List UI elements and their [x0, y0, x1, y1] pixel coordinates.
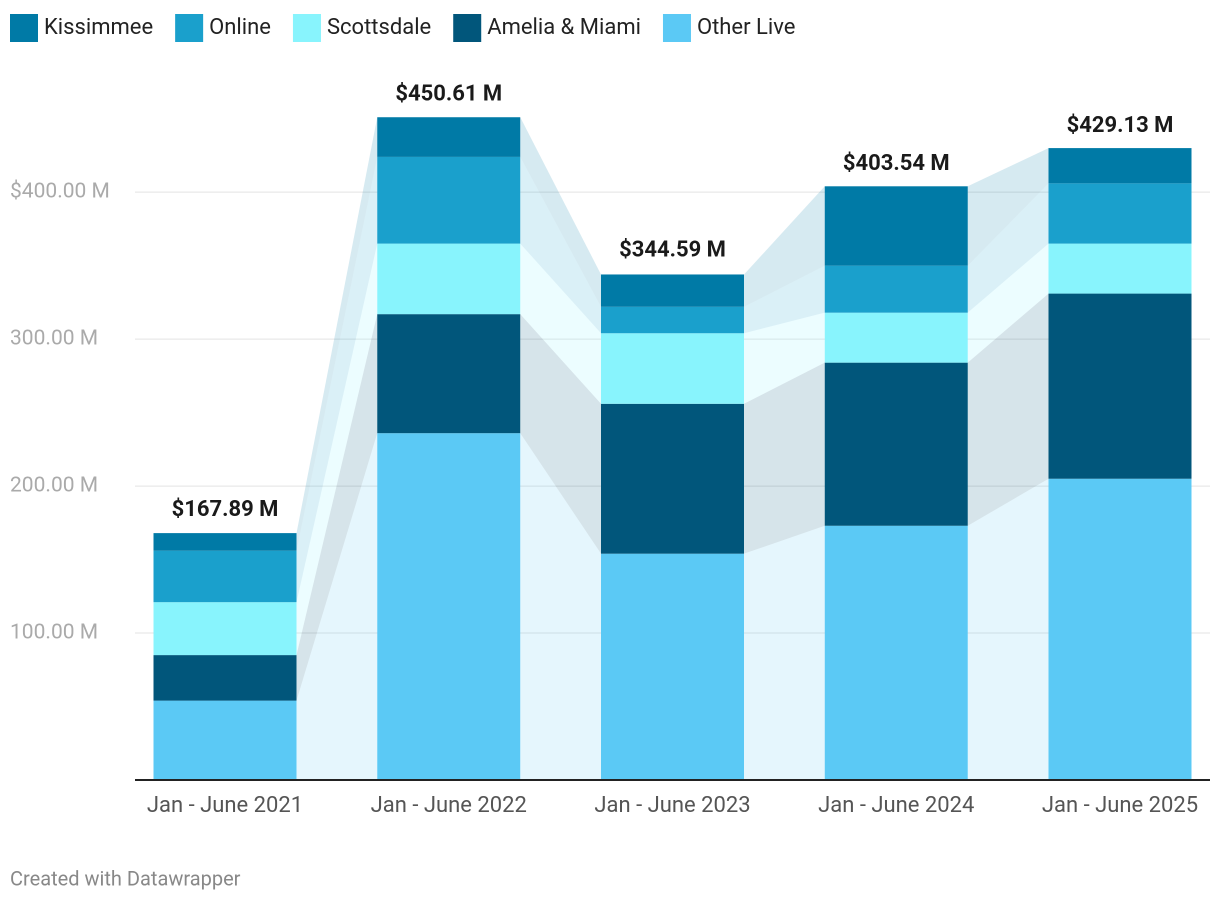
x-tick-label: Jan - June 2021 — [147, 793, 303, 818]
legend-label: Other Live — [697, 15, 795, 40]
bar-segment — [824, 186, 968, 266]
total-label: $429.13 M — [1067, 113, 1174, 138]
flow-band — [744, 525, 825, 780]
bar-segment — [1048, 293, 1192, 479]
y-tick-label: 100.00 M — [10, 621, 98, 645]
footer: Created with Datawrapper — [10, 866, 241, 890]
flow-band — [520, 156, 601, 334]
flow-band — [744, 362, 825, 554]
bar-segment — [1048, 183, 1192, 244]
bar-segment — [1048, 243, 1192, 294]
flow-band — [967, 243, 1049, 363]
bar-segment — [153, 550, 297, 603]
bar-segment — [1048, 148, 1192, 184]
bar-segment — [1048, 478, 1192, 780]
flow-band — [296, 243, 378, 656]
flow-band — [520, 314, 601, 554]
bar-segment — [824, 265, 968, 313]
flow-band — [296, 433, 378, 780]
bar-segment — [601, 306, 744, 334]
legend-label: Scottsdale — [327, 15, 431, 40]
bar-segment — [601, 403, 744, 554]
bar-segment — [153, 655, 297, 701]
legend-swatch — [662, 14, 691, 42]
bar-segment — [377, 243, 521, 315]
legend-swatch — [292, 14, 321, 42]
flow-band — [520, 117, 601, 307]
total-label: $344.59 M — [619, 237, 726, 262]
flow-band — [967, 293, 1049, 526]
bar-segment — [824, 525, 968, 780]
flow-band — [296, 314, 378, 701]
x-tick-label: Jan - June 2024 — [818, 793, 974, 818]
x-tick-label: Jan - June 2022 — [371, 793, 527, 818]
bar-segment — [153, 533, 297, 551]
bar-segment — [153, 700, 297, 780]
bar-segment — [601, 274, 744, 307]
flow-band — [967, 183, 1049, 313]
x-tick-label: Jan - June 2025 — [1042, 793, 1198, 818]
flow-band — [967, 478, 1049, 780]
bar-segment — [377, 156, 521, 244]
bar-segment — [601, 333, 744, 404]
legend-swatch — [175, 14, 204, 42]
y-tick-label: $400.00 M — [10, 180, 110, 204]
bar-segment — [824, 362, 968, 526]
flow-band — [744, 186, 825, 307]
bar-segment — [377, 433, 521, 780]
flow-band — [967, 148, 1049, 266]
legend-label: Amelia & Miami — [487, 15, 641, 40]
bar-segment — [153, 602, 297, 656]
flow-band — [744, 312, 825, 404]
flow-band — [296, 156, 378, 603]
bar-segment — [377, 117, 521, 157]
flow-band — [744, 265, 825, 334]
y-tick-label: 200.00 M — [10, 474, 98, 498]
legend-swatch — [10, 14, 38, 42]
legend-label: Online — [209, 15, 271, 40]
flow-band — [296, 117, 378, 551]
y-tick-label: 300.00 M — [10, 327, 98, 351]
bar-segment — [377, 314, 521, 434]
total-label: $167.89 M — [172, 497, 279, 522]
bar-segment — [601, 553, 744, 780]
bar-segment — [824, 312, 968, 363]
flow-band — [520, 433, 601, 780]
flow-band — [520, 243, 601, 404]
legend-swatch — [453, 14, 482, 42]
total-label: $450.61 M — [395, 82, 502, 107]
total-label: $403.54 M — [843, 151, 950, 176]
legend-label: Kissimmee — [44, 15, 153, 40]
x-tick-label: Jan - June 2023 — [594, 793, 750, 818]
